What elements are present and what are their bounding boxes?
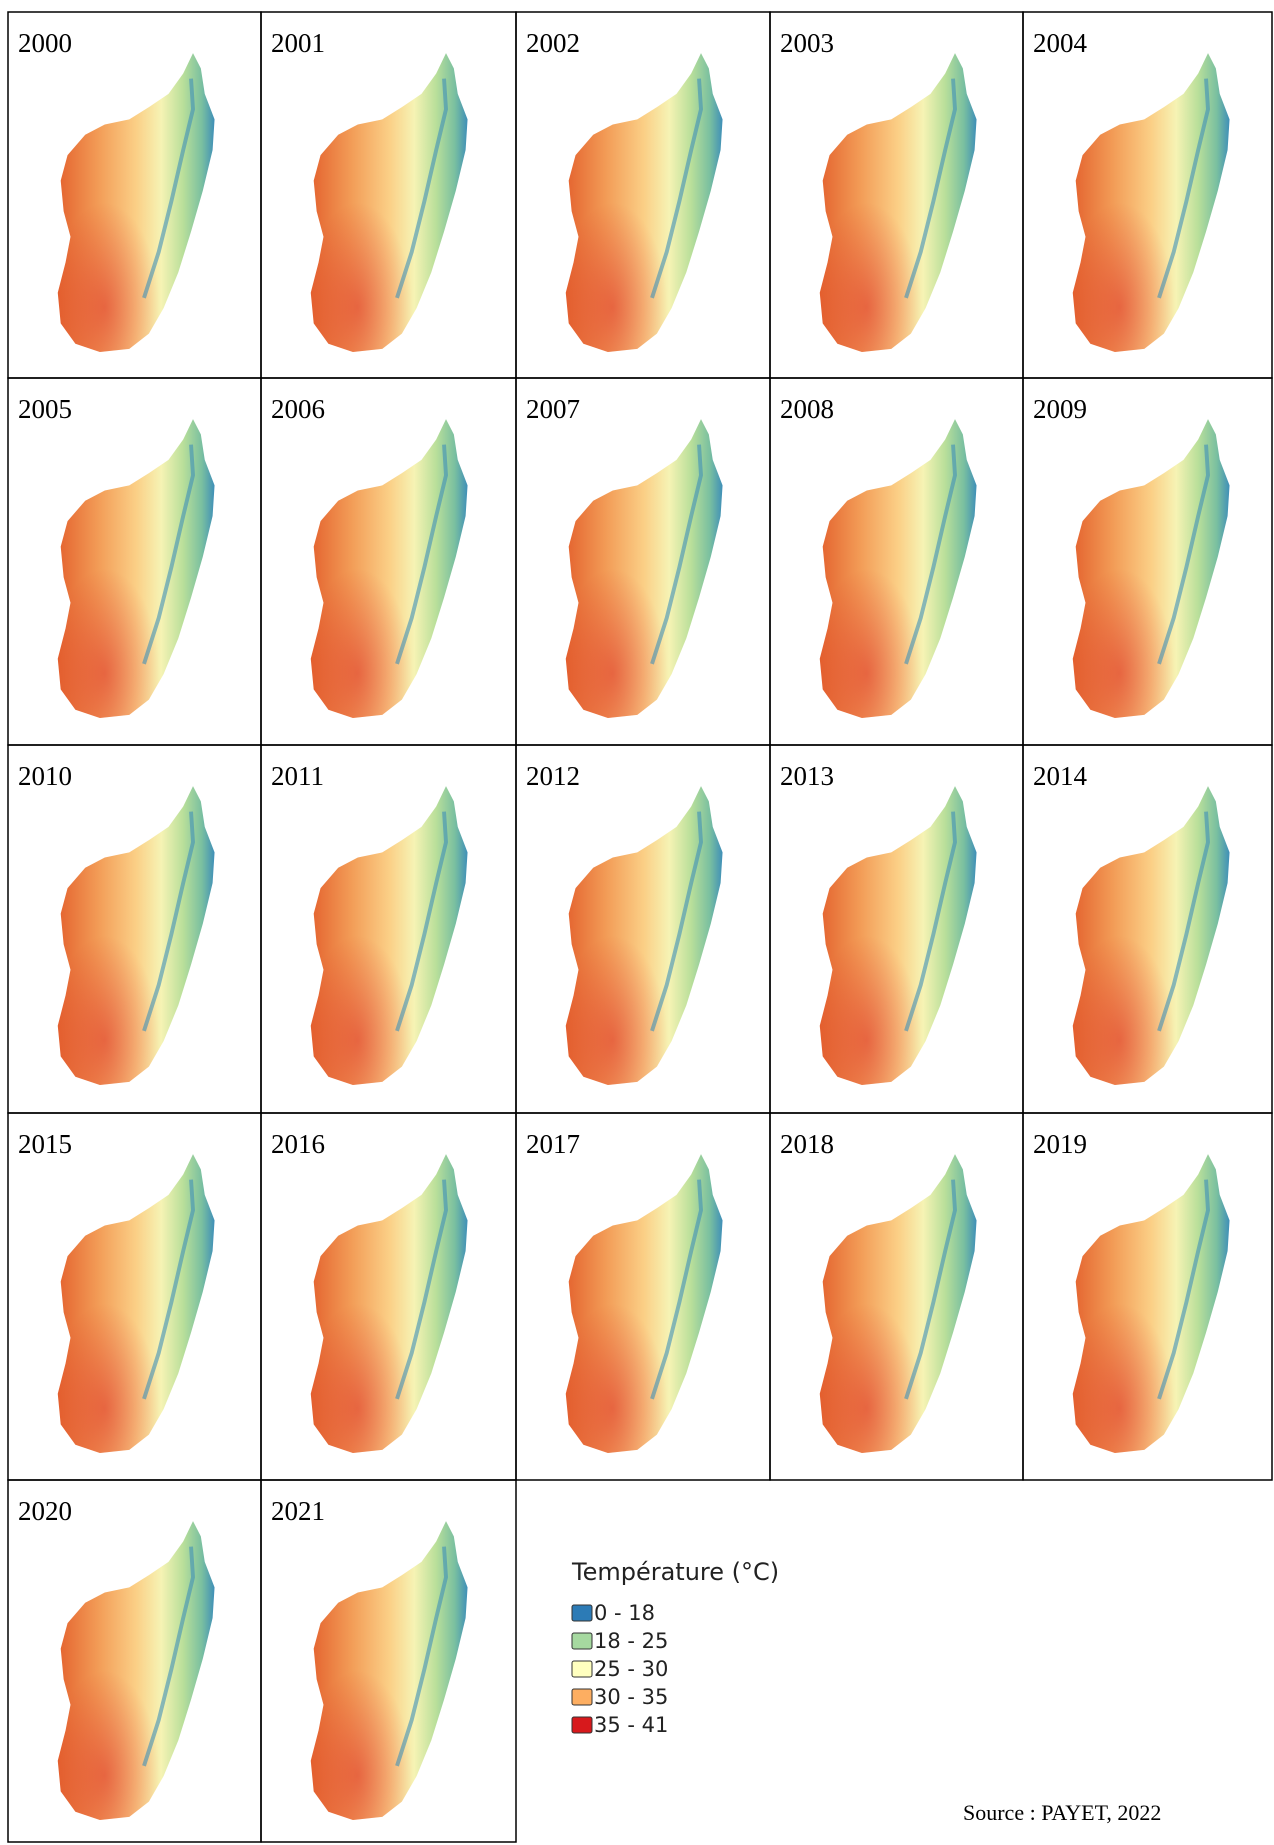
source: Source : PAYET, 2022 [963,1800,1161,1825]
madagascar-map [311,786,468,1085]
year-label: 2020 [18,1496,72,1526]
year-label: 2019 [1033,1129,1087,1159]
madagascar-map [1073,786,1230,1085]
madagascar-map [820,1154,977,1453]
madagascar-map [311,1154,468,1453]
legend-swatch [571,1660,593,1678]
madagascar-map [566,419,723,718]
madagascar-map [58,1521,215,1820]
madagascar-map [58,1154,215,1453]
map-cell [1022,1112,1273,1481]
madagascar-map [1073,1154,1230,1453]
legend-swatch [571,1688,593,1706]
year-label: 2005 [18,394,72,424]
legend-label: 25 - 30 [594,1657,668,1681]
madagascar-map [311,1521,468,1820]
madagascar-map [58,419,215,718]
madagascar-map [58,786,215,1085]
madagascar-map [820,419,977,718]
legend-label: 35 - 41 [594,1713,668,1737]
year-label: 2018 [780,1129,834,1159]
year-label: 2010 [18,761,72,791]
year-label: 2002 [526,28,580,58]
year-label: 2006 [271,394,325,424]
year-label: 2021 [271,1496,325,1526]
madagascar-map [566,786,723,1085]
madagascar-map [311,53,468,352]
madagascar-map [820,786,977,1085]
year-label: 2016 [271,1129,325,1159]
year-label: 2012 [526,761,580,791]
year-label: 2015 [18,1129,72,1159]
year-label: 2001 [271,28,325,58]
year-label: 2007 [526,394,580,424]
madagascar-map [566,53,723,352]
legend-swatch [571,1716,593,1734]
year-label: 2000 [18,28,72,58]
year-label: 2014 [1033,761,1088,791]
madagascar-map [566,1154,723,1453]
madagascar-map [58,53,215,352]
legend-swatch [571,1632,593,1650]
year-label: 2004 [1033,28,1088,58]
year-label: 2017 [526,1129,580,1159]
year-label: 2008 [780,394,834,424]
madagascar-map [1073,53,1230,352]
legend-label: 30 - 35 [594,1685,668,1709]
madagascar-map [1073,419,1230,718]
madagascar-map [311,419,468,718]
map-cell [260,1479,517,1843]
legend-title: Température (°C) [571,1558,779,1586]
year-label: 2009 [1033,394,1087,424]
legend-swatch [571,1604,593,1622]
madagascar-map [820,53,977,352]
legend-label: 0 - 18 [594,1601,655,1625]
year-label: 2013 [780,761,834,791]
legend-label: 18 - 25 [594,1629,668,1653]
year-label: 2003 [780,28,834,58]
year-label: 2011 [271,761,324,791]
